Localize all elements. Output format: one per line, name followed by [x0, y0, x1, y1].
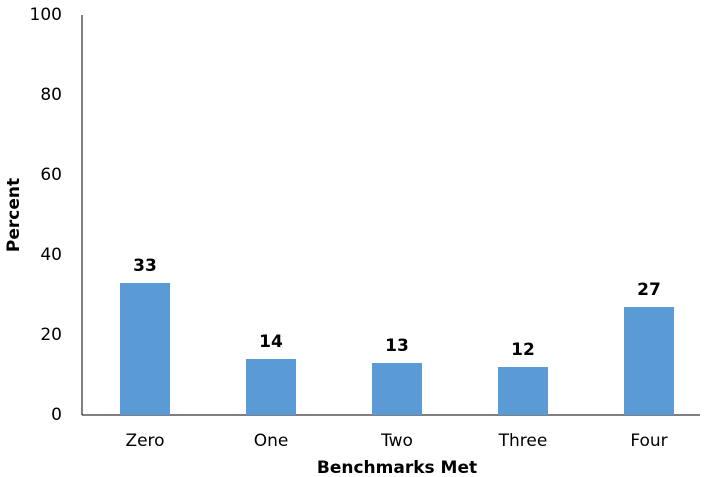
x-tick-label: Three — [498, 431, 548, 451]
x-tick-label: Zero — [125, 431, 164, 451]
x-axis-label: Benchmarks Met — [317, 458, 477, 477]
y-tick-label: 80 — [40, 85, 62, 105]
bar — [624, 307, 674, 415]
bar — [246, 359, 296, 415]
data-label: 12 — [511, 340, 535, 360]
y-tick-label: 0 — [51, 405, 62, 425]
x-tick-label: Two — [380, 431, 413, 451]
data-label: 27 — [637, 280, 661, 300]
data-label: 13 — [385, 336, 409, 356]
x-tick-label: Four — [630, 431, 667, 451]
bar — [372, 363, 422, 415]
y-tick-label: 40 — [40, 245, 62, 265]
bar — [498, 367, 548, 415]
data-label: 14 — [259, 332, 283, 352]
y-tick-label: 60 — [40, 165, 62, 185]
bar — [120, 283, 170, 415]
y-axis-label: Percent — [4, 178, 24, 252]
y-tick-label: 20 — [40, 325, 62, 345]
x-tick-label: One — [254, 431, 289, 451]
data-label: 33 — [133, 256, 157, 276]
y-tick-label: 100 — [30, 5, 62, 25]
